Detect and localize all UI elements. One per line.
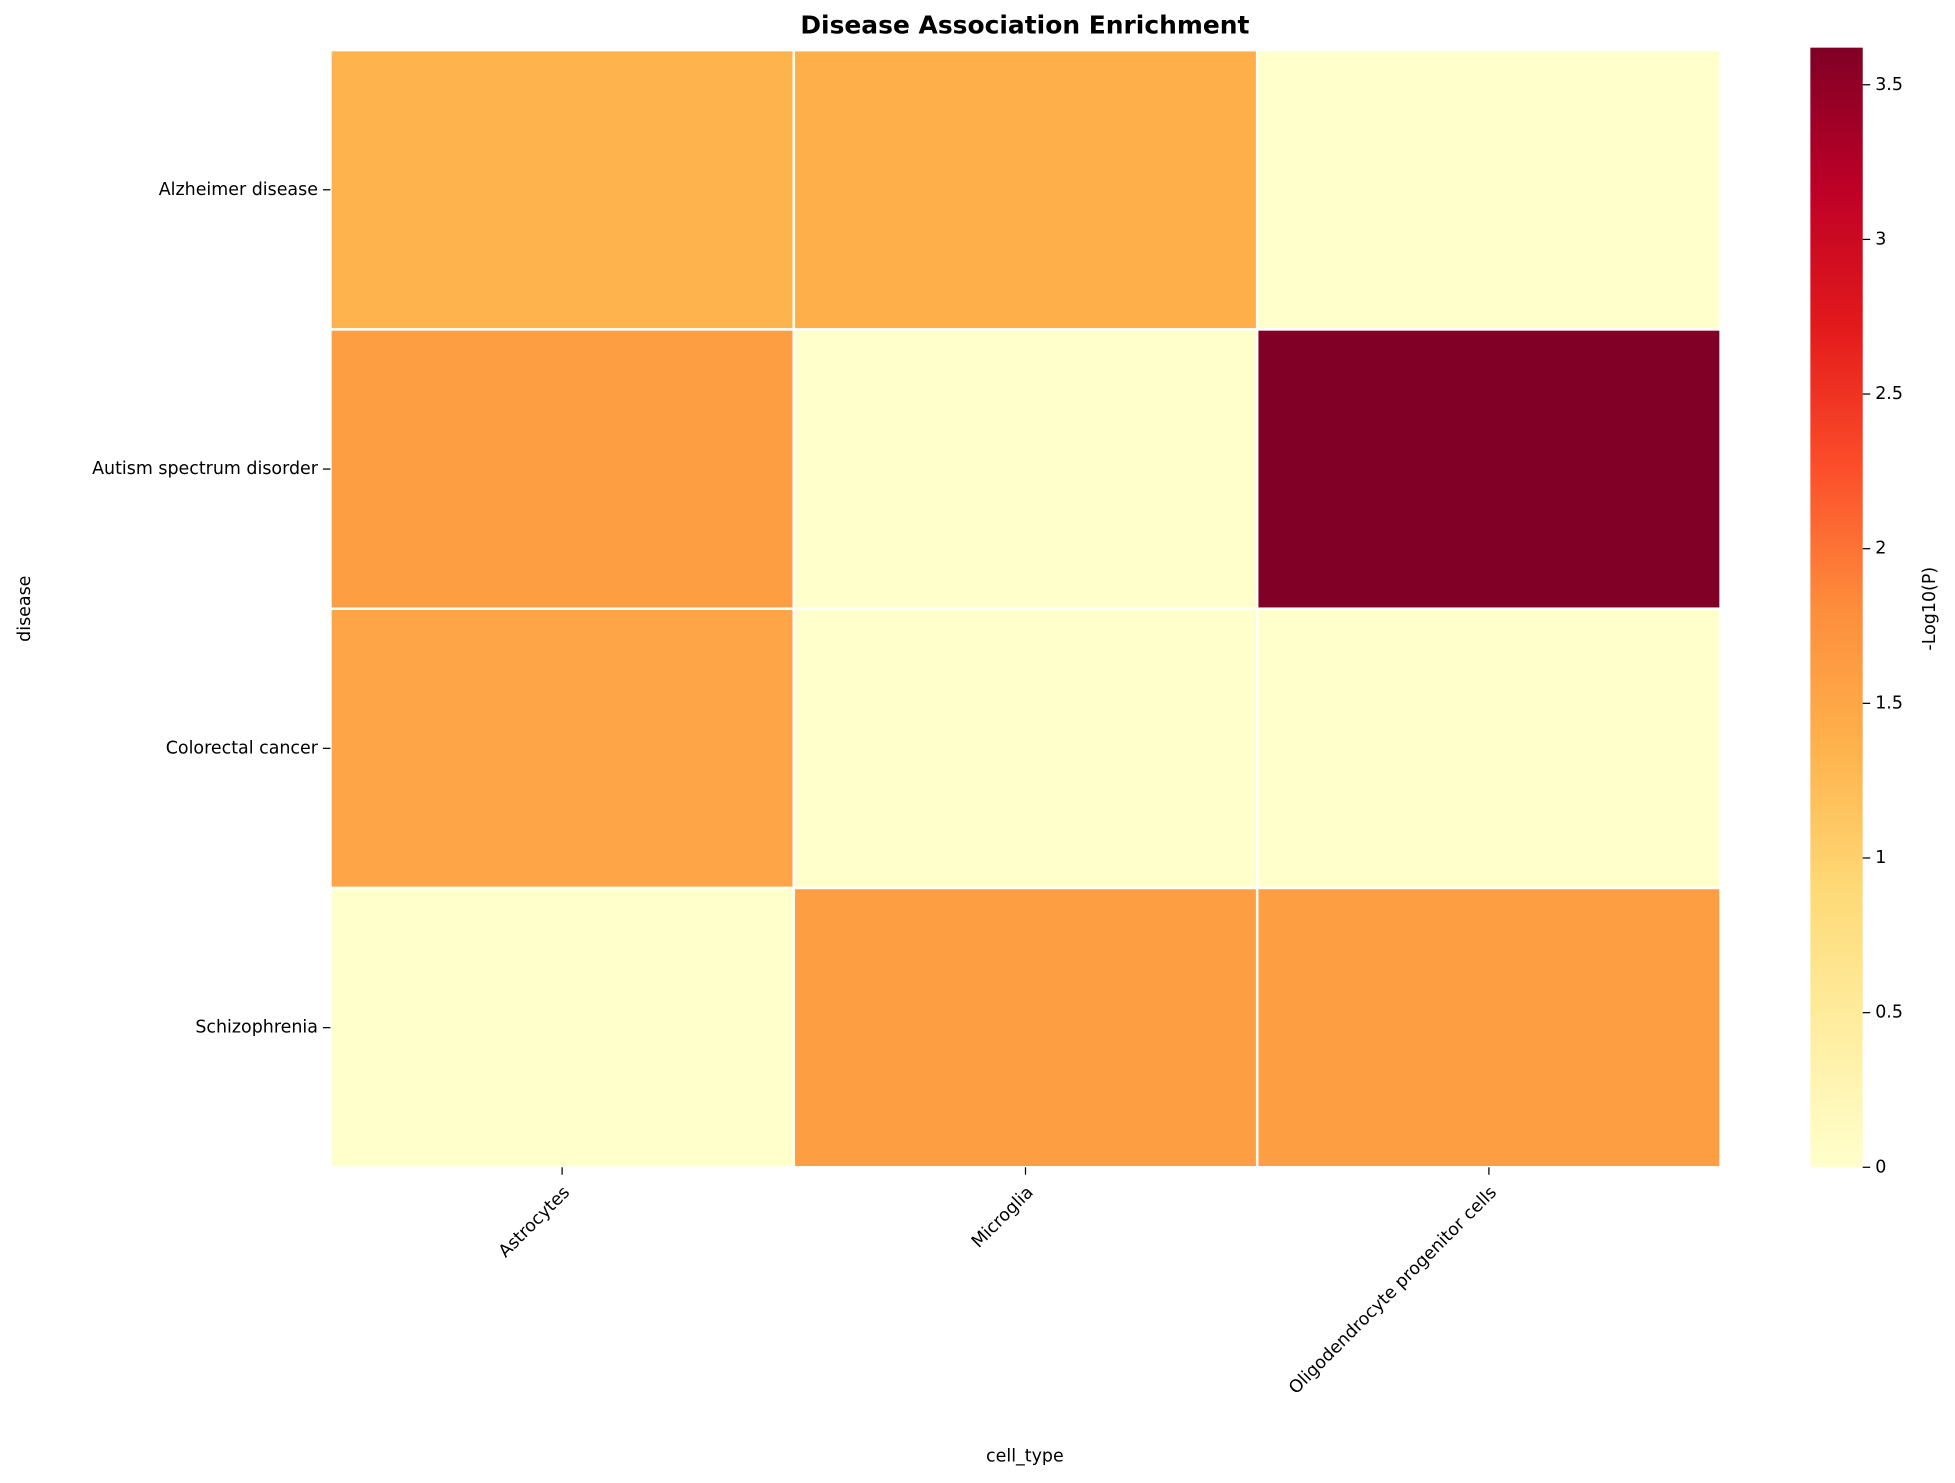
colorbar-tick-label: 0 xyxy=(1875,1157,1886,1177)
colorbar-tick-label: 3.5 xyxy=(1875,75,1903,95)
heatmap-cell xyxy=(792,886,1259,1169)
y-tick-label: Alzheimer disease xyxy=(159,180,318,200)
heatmap-cell xyxy=(792,328,1259,610)
colorbar-tick-label: 2 xyxy=(1875,539,1886,559)
heatmap-cell xyxy=(329,48,796,331)
colorbar xyxy=(1810,47,1863,1168)
colorbar-label: -Log10(P) xyxy=(1920,567,1940,651)
heatmap-cell xyxy=(329,328,796,610)
x-tick-label: Astrocytes xyxy=(495,1183,574,1262)
heatmap-cell xyxy=(792,48,1259,331)
heatmap-cell xyxy=(1255,328,1722,610)
heatmap-cell xyxy=(329,607,796,890)
colorbar-tick-label: 0.5 xyxy=(1875,1003,1903,1023)
heatmap-cell xyxy=(1255,886,1722,1169)
y-axis-label: disease xyxy=(15,576,35,642)
chart-title: Disease Association Enrichment xyxy=(800,10,1249,39)
x-tick-label: Microglia xyxy=(968,1183,1038,1253)
x-tick-label: Oligodendrocyte progenitor cells xyxy=(1285,1183,1501,1399)
y-tick-label: Autism spectrum disorder xyxy=(92,459,319,479)
colorbar-tick-label: 1 xyxy=(1875,848,1886,868)
heatmap-cell xyxy=(1255,607,1722,890)
y-tick-label: Schizophrenia xyxy=(195,1018,318,1038)
y-tick-label: Colorectal cancer xyxy=(166,738,319,758)
heatmap-cell xyxy=(1255,48,1722,331)
colorbar-tick-label: 2.5 xyxy=(1875,384,1903,404)
colorbar-tick-label: 1.5 xyxy=(1875,693,1903,713)
heatmap-cell xyxy=(329,886,796,1169)
x-axis-label: cell_type xyxy=(986,1447,1064,1467)
heatmap-cell xyxy=(792,607,1259,890)
colorbar-tick-label: 3 xyxy=(1875,229,1886,249)
